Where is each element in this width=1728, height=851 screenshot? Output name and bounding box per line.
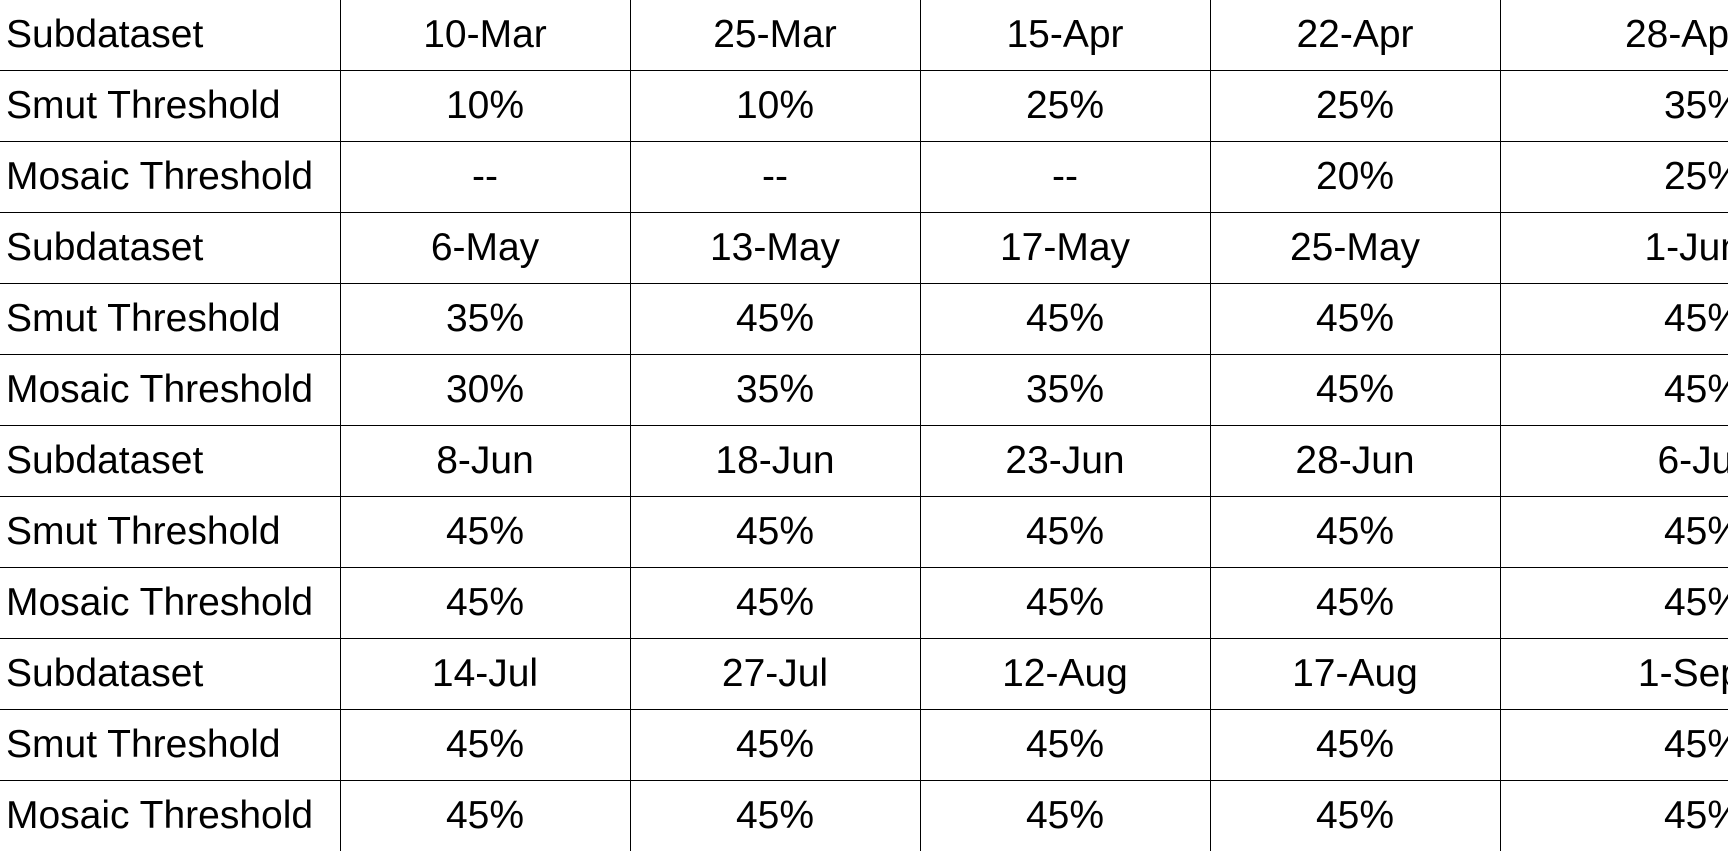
table-cell: 45% — [340, 710, 630, 781]
table-cell: 25-Mar — [630, 0, 920, 71]
table-cell: 6-May — [340, 213, 630, 284]
table-cell: 22-Apr — [1210, 0, 1500, 71]
table-cell: 45% — [630, 710, 920, 781]
table-cell: 45% — [340, 568, 630, 639]
table-cell: 45% — [630, 497, 920, 568]
mosaic-threshold-row: Mosaic Threshold------20%25% — [0, 142, 1728, 213]
row-label: Subdataset — [0, 426, 340, 497]
table-cell: 45% — [920, 497, 1210, 568]
table-cell: 25% — [1500, 142, 1728, 213]
table-cell: 35% — [1500, 71, 1728, 142]
table-cell: 25-May — [1210, 213, 1500, 284]
table-cell: -- — [920, 142, 1210, 213]
table-cell: 45% — [920, 284, 1210, 355]
table-cell: 45% — [630, 284, 920, 355]
table-cell: 45% — [1210, 781, 1500, 851]
table-cell: 10-Mar — [340, 0, 630, 71]
table-cell: 45% — [340, 497, 630, 568]
table-cell: 45% — [340, 781, 630, 851]
table-cell: 18-Jun — [630, 426, 920, 497]
row-label: Smut Threshold — [0, 71, 340, 142]
table-cell: 45% — [1500, 710, 1728, 781]
table-cell: 27-Jul — [630, 639, 920, 710]
table-cell: 15-Apr — [920, 0, 1210, 71]
table-cell: 10% — [340, 71, 630, 142]
row-label: Subdataset — [0, 0, 340, 71]
table-cell: 25% — [920, 71, 1210, 142]
table-cell: 28-Apr — [1500, 0, 1728, 71]
row-label: Mosaic Threshold — [0, 142, 340, 213]
table-cell: 45% — [1210, 497, 1500, 568]
row-label: Mosaic Threshold — [0, 568, 340, 639]
table-cell: 45% — [1210, 284, 1500, 355]
table-cell: 1-Jun — [1500, 213, 1728, 284]
table-cell: 30% — [340, 355, 630, 426]
table-cell: 45% — [1500, 568, 1728, 639]
row-label: Mosaic Threshold — [0, 781, 340, 851]
row-label: Subdataset — [0, 639, 340, 710]
table-cell: 17-May — [920, 213, 1210, 284]
table-cell: 1-Sep — [1500, 639, 1728, 710]
table-cell: -- — [340, 142, 630, 213]
table-cell: 12-Aug — [920, 639, 1210, 710]
table-cell: 45% — [920, 568, 1210, 639]
row-label: Mosaic Threshold — [0, 355, 340, 426]
table-cell: 28-Jun — [1210, 426, 1500, 497]
row-label: Subdataset — [0, 213, 340, 284]
table-cell: 45% — [920, 781, 1210, 851]
table-cell: 45% — [1500, 497, 1728, 568]
table-cell: 45% — [1210, 710, 1500, 781]
table-cell: 13-May — [630, 213, 920, 284]
table-cell: 6-Jul — [1500, 426, 1728, 497]
row-label: Smut Threshold — [0, 497, 340, 568]
table-cell: 35% — [340, 284, 630, 355]
table-cell: 35% — [920, 355, 1210, 426]
table-cell: 35% — [630, 355, 920, 426]
table-cell: 45% — [1500, 781, 1728, 851]
table-cell: 45% — [630, 781, 920, 851]
table-cell: 45% — [1500, 355, 1728, 426]
table-cell: 20% — [1210, 142, 1500, 213]
table-cell: 8-Jun — [340, 426, 630, 497]
table-cell: 45% — [1210, 355, 1500, 426]
row-label: Smut Threshold — [0, 710, 340, 781]
table-cell: 25% — [1210, 71, 1500, 142]
table-cell: 10% — [630, 71, 920, 142]
table-cell: 17-Aug — [1210, 639, 1500, 710]
table-cell: 45% — [920, 710, 1210, 781]
row-label: Smut Threshold — [0, 284, 340, 355]
table-cell: -- — [630, 142, 920, 213]
table-cell: 45% — [1210, 568, 1500, 639]
table-cell: 14-Jul — [340, 639, 630, 710]
table-cell: 23-Jun — [920, 426, 1210, 497]
table-cell: 45% — [1500, 284, 1728, 355]
table-cell: 45% — [630, 568, 920, 639]
